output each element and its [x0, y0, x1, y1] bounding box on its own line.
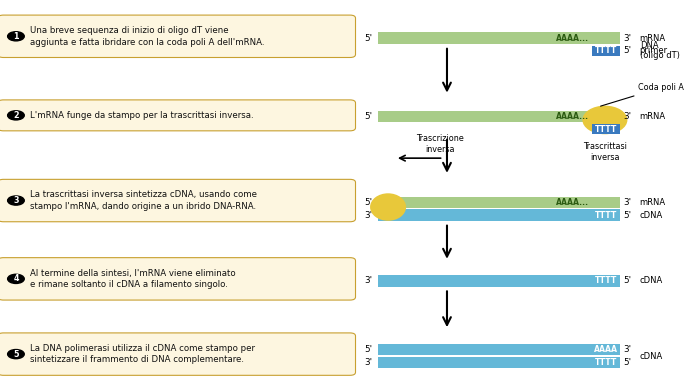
Text: 5': 5' — [624, 46, 632, 55]
Text: AAAA: AAAA — [595, 345, 618, 354]
Ellipse shape — [370, 193, 406, 221]
Text: primer: primer — [640, 46, 668, 55]
Text: 5': 5' — [364, 112, 372, 121]
Text: mRNA: mRNA — [640, 198, 666, 207]
Bar — [378, 209, 620, 221]
Bar — [378, 32, 620, 44]
Text: 5: 5 — [13, 350, 19, 359]
Text: La trascrittasi inversa sintetizza cDNA, usando come
stampo l'mRNA, dando origin: La trascrittasi inversa sintetizza cDNA,… — [30, 190, 257, 211]
FancyBboxPatch shape — [0, 15, 356, 57]
Text: cDNA: cDNA — [640, 276, 663, 285]
Text: AAAA...: AAAA... — [556, 34, 590, 43]
Text: cDNA: cDNA — [640, 210, 663, 220]
Text: 3': 3' — [364, 210, 372, 220]
FancyBboxPatch shape — [0, 100, 356, 131]
Text: 3': 3' — [624, 112, 632, 121]
Text: 3: 3 — [13, 196, 19, 205]
Ellipse shape — [582, 106, 627, 134]
Text: mRNA: mRNA — [640, 112, 666, 121]
Text: Trascrittasi
inversa: Trascrittasi inversa — [583, 142, 627, 162]
Text: Coda poli A: Coda poli A — [601, 83, 683, 106]
Text: 3': 3' — [624, 345, 632, 354]
Circle shape — [8, 350, 24, 359]
Text: Trascrizione
inversa: Trascrizione inversa — [416, 134, 464, 154]
Bar — [378, 111, 620, 122]
Circle shape — [8, 111, 24, 120]
Text: 5': 5' — [364, 345, 372, 354]
Bar — [593, 45, 620, 56]
Text: 5': 5' — [364, 34, 372, 43]
Text: L'mRNA funge da stampo per la trascrittasi inversa.: L'mRNA funge da stampo per la trascritta… — [30, 111, 254, 120]
Text: TTTT: TTTT — [595, 210, 617, 220]
Text: 3': 3' — [364, 276, 372, 285]
Text: TTTT: TTTT — [595, 358, 617, 367]
Text: 4: 4 — [13, 274, 19, 283]
Text: 1: 1 — [13, 32, 19, 41]
Text: Una breve sequenza di inizio di oligo dT viene
aggiunta e fatta ibridare con la : Una breve sequenza di inizio di oligo dT… — [30, 26, 264, 47]
Bar — [378, 357, 620, 368]
Text: TTTT: TTTT — [595, 46, 617, 55]
Text: La DNA polimerasi utilizza il cDNA come stampo per
sintetizzare il frammento di : La DNA polimerasi utilizza il cDNA come … — [30, 344, 255, 364]
Text: Al termine della sintesi, l'mRNA viene eliminato
e rimane soltanto il cDNA a fil: Al termine della sintesi, l'mRNA viene e… — [30, 269, 236, 289]
Text: 5': 5' — [624, 276, 632, 285]
Text: 5': 5' — [624, 210, 632, 220]
Text: 5': 5' — [624, 358, 632, 367]
Text: 2: 2 — [13, 111, 19, 120]
Text: TTTT: TTTT — [595, 125, 617, 134]
FancyBboxPatch shape — [0, 333, 356, 375]
Bar — [378, 197, 620, 208]
Circle shape — [8, 32, 24, 41]
Text: cDNA: cDNA — [640, 351, 663, 361]
Bar — [593, 124, 620, 134]
Text: DNA: DNA — [640, 41, 658, 50]
Text: (oligo dT): (oligo dT) — [640, 51, 680, 60]
Circle shape — [8, 274, 24, 283]
Text: TTTT: TTTT — [595, 276, 617, 285]
Text: 3': 3' — [364, 358, 372, 367]
Text: AAAA...: AAAA... — [556, 198, 590, 207]
Circle shape — [8, 196, 24, 205]
Text: 3': 3' — [624, 34, 632, 43]
FancyBboxPatch shape — [0, 257, 356, 300]
Text: mRNA: mRNA — [640, 34, 666, 43]
Text: AAAA...: AAAA... — [556, 112, 590, 121]
Bar — [378, 344, 620, 355]
Text: 5': 5' — [364, 198, 372, 207]
Text: 3': 3' — [624, 198, 632, 207]
FancyBboxPatch shape — [0, 180, 356, 222]
Bar — [378, 275, 620, 286]
